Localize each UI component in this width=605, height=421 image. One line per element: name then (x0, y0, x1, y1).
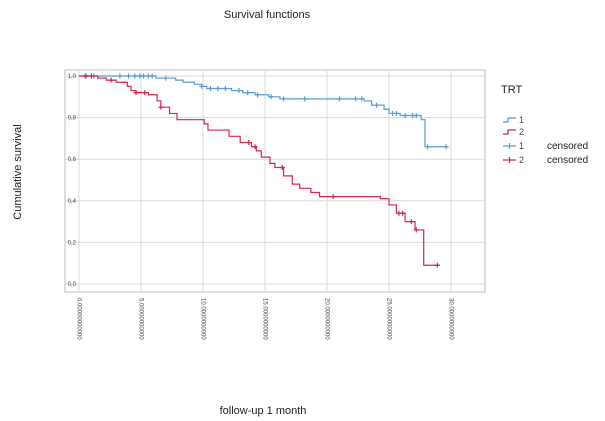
censored-mark-trt-2 (400, 210, 406, 216)
legend-cross-marker (503, 157, 516, 163)
censored-mark-trt-1 (374, 102, 380, 108)
censored-mark-trt-1 (236, 88, 242, 94)
censored-mark-trt-1 (222, 85, 228, 91)
y-tick-label: 0,6 (68, 157, 77, 163)
x-axis-label: follow-up 1 month (220, 405, 307, 417)
x-tick-label: 0.00000000000 (75, 298, 81, 340)
x-tick-label: 15.0000000000 (261, 298, 267, 340)
censored-mark-trt-1 (443, 144, 449, 150)
x-tick-label: 20.0000000000 (323, 298, 329, 340)
censored-mark-trt-1 (413, 113, 419, 119)
censored-mark-trt-1 (207, 85, 213, 91)
censored-mark-trt-1 (336, 96, 342, 102)
censored-mark-trt-1 (359, 96, 365, 102)
series-layer (79, 73, 449, 268)
censored-mark-trt-1 (199, 83, 205, 89)
censored-mark-trt-1 (117, 73, 123, 79)
x-tick-label: 25.0000000000 (385, 298, 391, 340)
censored-mark-trt-2 (408, 219, 414, 225)
censored-mark-trt-1 (126, 73, 132, 79)
censored-mark-trt-1 (132, 73, 138, 79)
censored-mark-trt-1 (402, 113, 408, 119)
censored-mark-trt-2 (279, 165, 285, 171)
y-tick-label: 0,8 (68, 116, 77, 122)
censored-mark-trt-2 (142, 90, 148, 96)
censored-mark-trt-1 (268, 94, 274, 100)
censored-mark-trt-2 (88, 73, 94, 79)
censored-mark-trt-2 (158, 104, 164, 110)
censored-mark-trt-2 (330, 194, 336, 200)
legend-line-marker (503, 129, 516, 135)
legend-entry-label: 1 (519, 141, 524, 151)
censored-mark-trt-2 (246, 140, 252, 146)
censored-mark-trt-1 (149, 73, 155, 79)
legend-cross-marker (503, 143, 516, 149)
y-tick-label: 0,4 (68, 199, 77, 205)
censored-mark-trt-2 (252, 144, 258, 150)
legend-title: TRT (501, 84, 522, 96)
y-tick-label: 1,0 (68, 74, 77, 80)
censored-mark-trt-1 (424, 144, 430, 150)
censored-mark-trt-1 (393, 110, 399, 116)
censored-mark-trt-1 (281, 96, 287, 102)
legend-entry-label: 2 (519, 127, 524, 137)
censored-mark-trt-2 (434, 262, 440, 268)
censored-mark-trt-1 (245, 90, 251, 96)
survival-curve-trt-2 (79, 75, 440, 266)
censored-mark-trt-1 (140, 73, 146, 79)
x-tick-label: 30.0000000000 (447, 298, 453, 340)
censored-mark-trt-2 (108, 77, 114, 83)
chart-title: Survival functions (224, 9, 311, 21)
y-tick-label: 0,0 (68, 282, 77, 288)
censored-mark-trt-1 (255, 92, 261, 98)
y-tick-label: 0,2 (68, 240, 77, 246)
censored-mark-trt-2 (133, 90, 139, 96)
axis-ticks: 0,0 0,2 0,4 0,6 0,8 1,0 0.00000000000 5.0000000… (68, 74, 454, 340)
plot-area (64, 69, 486, 293)
legend: TRT 1 2 1 censored 2 censored (501, 84, 588, 166)
legend-censored-label: censored (547, 141, 588, 152)
x-tick-label: 10.0000000000 (199, 298, 205, 340)
censored-mark-trt-1 (302, 96, 308, 102)
legend-entry-label: 2 (519, 155, 524, 165)
censored-mark-trt-1 (215, 85, 221, 91)
censored-mark-trt-1 (353, 96, 359, 102)
legend-censored-label: censored (547, 155, 588, 166)
y-axis-label: Cumulative survival (12, 124, 24, 219)
censored-mark-trt-2 (413, 227, 419, 233)
censored-mark-trt-2 (82, 73, 88, 79)
legend-entry-label: 1 (519, 115, 524, 125)
legend-line-marker (503, 117, 516, 123)
x-tick-label: 5.00000000000 (137, 298, 143, 340)
censored-mark-trt-1 (163, 75, 169, 81)
